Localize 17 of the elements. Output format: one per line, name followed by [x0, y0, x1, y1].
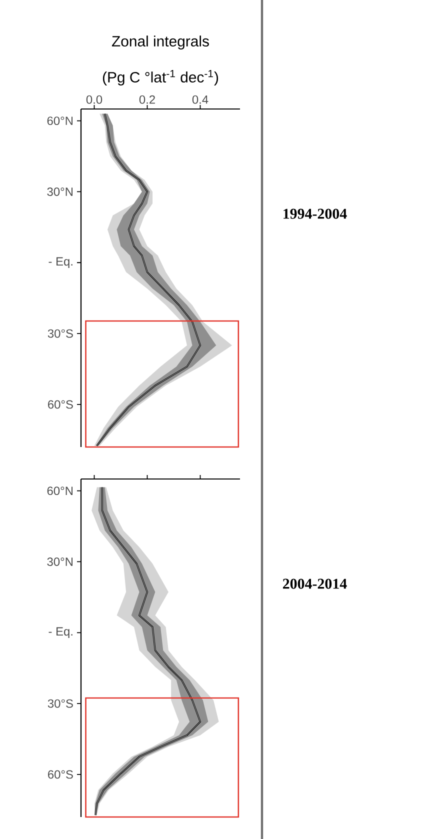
y-tick-label: 30°S — [48, 699, 73, 708]
text: 1994-2004 — [284, 208, 347, 219]
x-tick-label: 0.2 — [139, 95, 155, 104]
y-tick-label: 60°N — [47, 486, 72, 496]
y-tick-label: 60°S — [48, 400, 73, 409]
x-tick-label: 0.0 — [86, 95, 102, 104]
x-tick-label: 0.4 — [192, 95, 208, 104]
y-tick-label: 60°S — [48, 770, 73, 779]
text: 2004-2014 — [282, 578, 347, 589]
y-tick-label: 30°N — [47, 187, 72, 196]
chart-title: Zonal integrals — [112, 36, 209, 50]
y-tick-label: 30°S — [48, 329, 73, 338]
y-tick-label: - Eq. — [48, 627, 72, 638]
y-tick-label: 30°N — [47, 558, 72, 566]
y-tick-label: - Eq. — [48, 257, 72, 268]
x-axis-title: (Pg C °lat$^{-1}$ dec$^{-1}$) — [102, 70, 218, 86]
y-tick-label: 60°N — [47, 116, 72, 126]
